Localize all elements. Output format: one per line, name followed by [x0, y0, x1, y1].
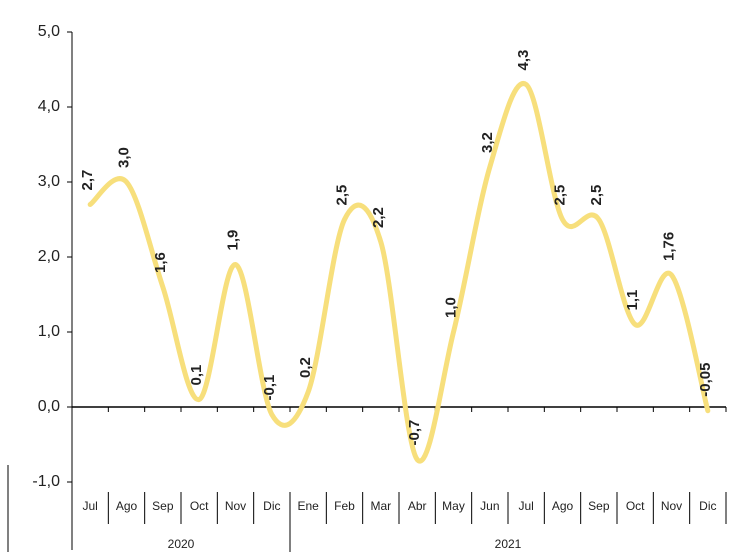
- data-label: 2,5: [588, 185, 605, 206]
- data-label: 1,0: [442, 297, 459, 318]
- x-tick-label: Dic: [263, 499, 280, 513]
- line: [87, 81, 711, 464]
- x-tick-label: Sep: [588, 499, 610, 513]
- x-tick-label: Dic: [699, 499, 716, 513]
- x-tick-label: Oct: [190, 499, 209, 513]
- data-label: 1,6: [152, 252, 169, 273]
- group-label: 2021: [495, 537, 522, 551]
- x-tick-label: Ene: [297, 499, 319, 513]
- x-tick-label: Abr: [408, 499, 427, 513]
- x-tick-label: Mar: [370, 499, 391, 513]
- data-label: 3,2: [479, 132, 496, 153]
- data-label: 4,3: [515, 50, 532, 71]
- group-label: 2020: [168, 537, 195, 551]
- data-label: 0,1: [188, 365, 205, 386]
- data-label: -0,05: [697, 363, 714, 397]
- y-tick-label: 3,0: [38, 173, 60, 190]
- y-tick-label: 0,0: [38, 398, 60, 415]
- data-label: -0,1: [261, 375, 278, 401]
- data-label: 2,5: [333, 185, 350, 206]
- x-tick-label: May: [442, 499, 465, 513]
- y-tick-label: 2,0: [38, 248, 60, 265]
- y-tick-label: 1,0: [38, 323, 60, 340]
- x-tick-label: Ago: [116, 499, 138, 513]
- x-tick-label: Jul: [518, 499, 533, 513]
- data-label: -0,7: [406, 420, 423, 446]
- data-label: 1,76: [660, 232, 677, 261]
- x-tick-label: Jun: [480, 499, 499, 513]
- data-label: 2,5: [551, 185, 568, 206]
- y-tick-label: 4,0: [38, 98, 60, 115]
- x-tick-label: Feb: [334, 499, 355, 513]
- x-tick-label: Nov: [661, 499, 682, 513]
- data-label: 0,2: [297, 357, 314, 378]
- data-label: 1,9: [224, 230, 241, 251]
- x-tick-label: Nov: [225, 499, 246, 513]
- x-tick-label: Jul: [82, 499, 97, 513]
- data-label: 1,1: [624, 290, 641, 311]
- y-tick-label: 5,0: [38, 23, 60, 40]
- data-label: 2,2: [370, 207, 387, 228]
- x-tick-label: Oct: [626, 499, 645, 513]
- x-tick-label: Sep: [152, 499, 174, 513]
- x-tick-label: Ago: [552, 499, 574, 513]
- data-label: 3,0: [115, 147, 132, 168]
- y-tick-label: -1,0: [32, 473, 60, 490]
- data-label: 2,7: [79, 170, 96, 191]
